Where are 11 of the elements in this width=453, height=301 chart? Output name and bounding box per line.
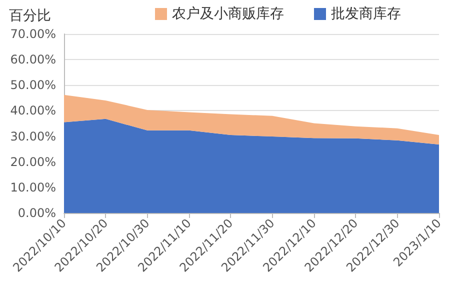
y-tick-label: 60.00%: [10, 52, 56, 67]
y-tick-label: 0.00%: [18, 206, 56, 220]
legend-label: 批发商库存: [331, 6, 401, 22]
y-tick-label: 30.00%: [10, 129, 56, 144]
y-tick-label: 40.00%: [10, 104, 56, 118]
y-tick-label: 70.00%: [10, 27, 56, 41]
y-tick-label: 50.00%: [10, 78, 56, 92]
legend-label: 农户及小商贩库存: [172, 6, 284, 22]
y-axis-title: 百分比: [9, 8, 51, 24]
y-tick-label: 10.00%: [10, 180, 56, 194]
y-tick-label: 20.00%: [10, 154, 56, 169]
